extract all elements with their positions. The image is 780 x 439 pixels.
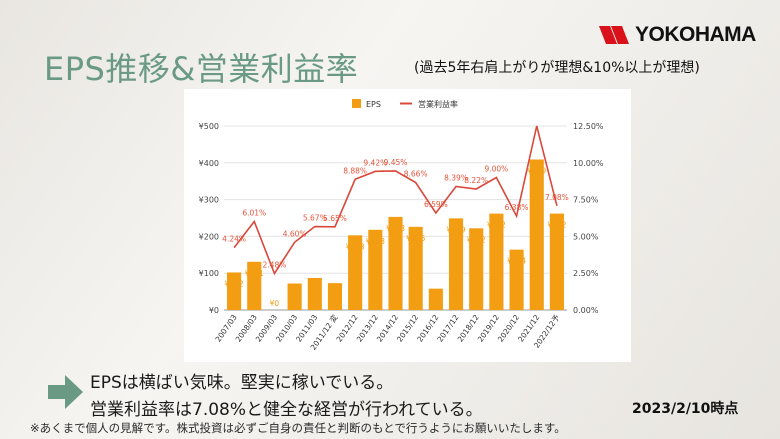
page-title: EPS推移&営業利益率 [44,50,359,88]
y-right-tick-label: 2.50% [573,269,599,278]
eps-bar [489,213,504,310]
y-left-tick-label: ¥500 [199,122,219,131]
legend-swatch-eps [352,99,361,108]
y-right-tick-label: 0.00% [573,306,599,315]
eps-data-label: ¥87 [308,285,323,294]
eps-bar [247,261,262,310]
eps-data-label: ¥409 [527,166,546,175]
disclaimer: ※あくまで個人の見解です。株式投資は必ずご自身の責任と判断のもとで行うようにお願… [30,421,566,435]
eps-bar [227,272,242,310]
eps-data-label: ¥73 [328,290,343,299]
margin-data-label: 5.67% [303,214,327,223]
chart-card: ¥0 ¥100 ¥200 ¥300 ¥400 ¥500 0.00% 2.50% 5.00% 7.5… [184,89,631,362]
y-left-tick-label: ¥100 [199,269,219,278]
y-right-tick-label: 7.50% [573,196,599,205]
margin-line [233,125,558,276]
page-subtitle: (過去5年右肩上がりが理想&10%以上が理想) [414,60,700,76]
margin-data-label: 9.00% [484,165,508,174]
margin-data-label: 9.45% [384,158,408,167]
eps-data-label: ¥262 [547,221,566,230]
y-left-tick-label: ¥300 [199,196,219,205]
eps-data-label: ¥102 [225,279,244,288]
legend-label-eps: EPS [366,100,381,109]
yokohama-logo-icon [599,26,629,44]
margin-data-label: 9.42% [363,158,387,167]
margin-data-label: 8.66% [404,170,428,179]
eps-data-label: ¥218 [366,237,385,246]
eps-bar [368,229,383,310]
eps-chart: ¥0 ¥100 ¥200 ¥300 ¥400 ¥500 0.00% 2.50% 5.00% 7.5… [199,99,604,352]
y-left-tick-label: ¥400 [199,159,219,168]
date-label: 2023/2/10時点 [632,401,739,417]
eps-data-label: ¥262 [487,221,506,230]
y-right-tick-label: 5.00% [573,232,599,241]
y-right-tick-label: 10.00% [573,159,604,168]
y-right-tick-label: 12.50% [573,122,604,131]
eps-bar [448,218,464,310]
arrow-right-icon [48,375,83,409]
eps-bar [408,226,423,310]
eps-bar [287,283,302,310]
logo-text: YOKOHAMA [635,23,756,46]
margin-data-label: 6.38% [505,203,529,212]
legend-label-margin: 営業利益率 [418,99,458,109]
eps-bar [549,213,564,310]
eps-bar [307,277,322,310]
eps-data-label: ¥58 [429,296,444,305]
eps-data-label: ¥222 [467,235,486,244]
eps-bar [348,235,363,310]
note-margin: 営業利益率は7.08%と健全な経営が行われている。 [90,400,483,420]
y-left-tick-label: ¥0 [209,306,219,315]
margin-data-label: 7.08% [545,193,569,202]
eps-data-label: ¥131 [245,269,264,278]
eps-bar [327,283,343,310]
margin-data-label: 5.65% [323,214,347,223]
eps-bar [388,216,403,310]
margin-data-label: 8.88% [343,166,367,175]
margin-data-label: 8.39% [444,173,468,182]
eps-data-label: ¥253 [386,224,405,233]
yokohama-logo: YOKOHAMA [597,20,756,50]
eps-data-label: ¥203 [346,242,365,251]
margin-data-label: 6.01% [242,209,266,218]
margin-data-label: 2.48% [263,260,287,269]
eps-data-label: ¥72 [287,291,302,300]
margin-data-label: 4.24% [222,235,246,244]
eps-bar [529,159,544,310]
note-eps: EPSは横ばい気味。堅実に稼いでいる。 [90,373,394,393]
y-left-tick-label: ¥200 [199,232,219,241]
eps-data-label: ¥0 [270,299,280,308]
eps-data-label: ¥226 [406,234,425,243]
eps-bar [428,288,443,310]
eps-data-label: ¥249 [446,225,465,234]
margin-data-label: 4.60% [283,229,307,238]
eps-data-label: ¥164 [507,257,526,266]
margin-data-label: 6.59% [424,200,448,209]
margin-data-label: 8.22% [464,176,488,185]
eps-bar [509,249,524,310]
eps-bar [469,228,484,310]
